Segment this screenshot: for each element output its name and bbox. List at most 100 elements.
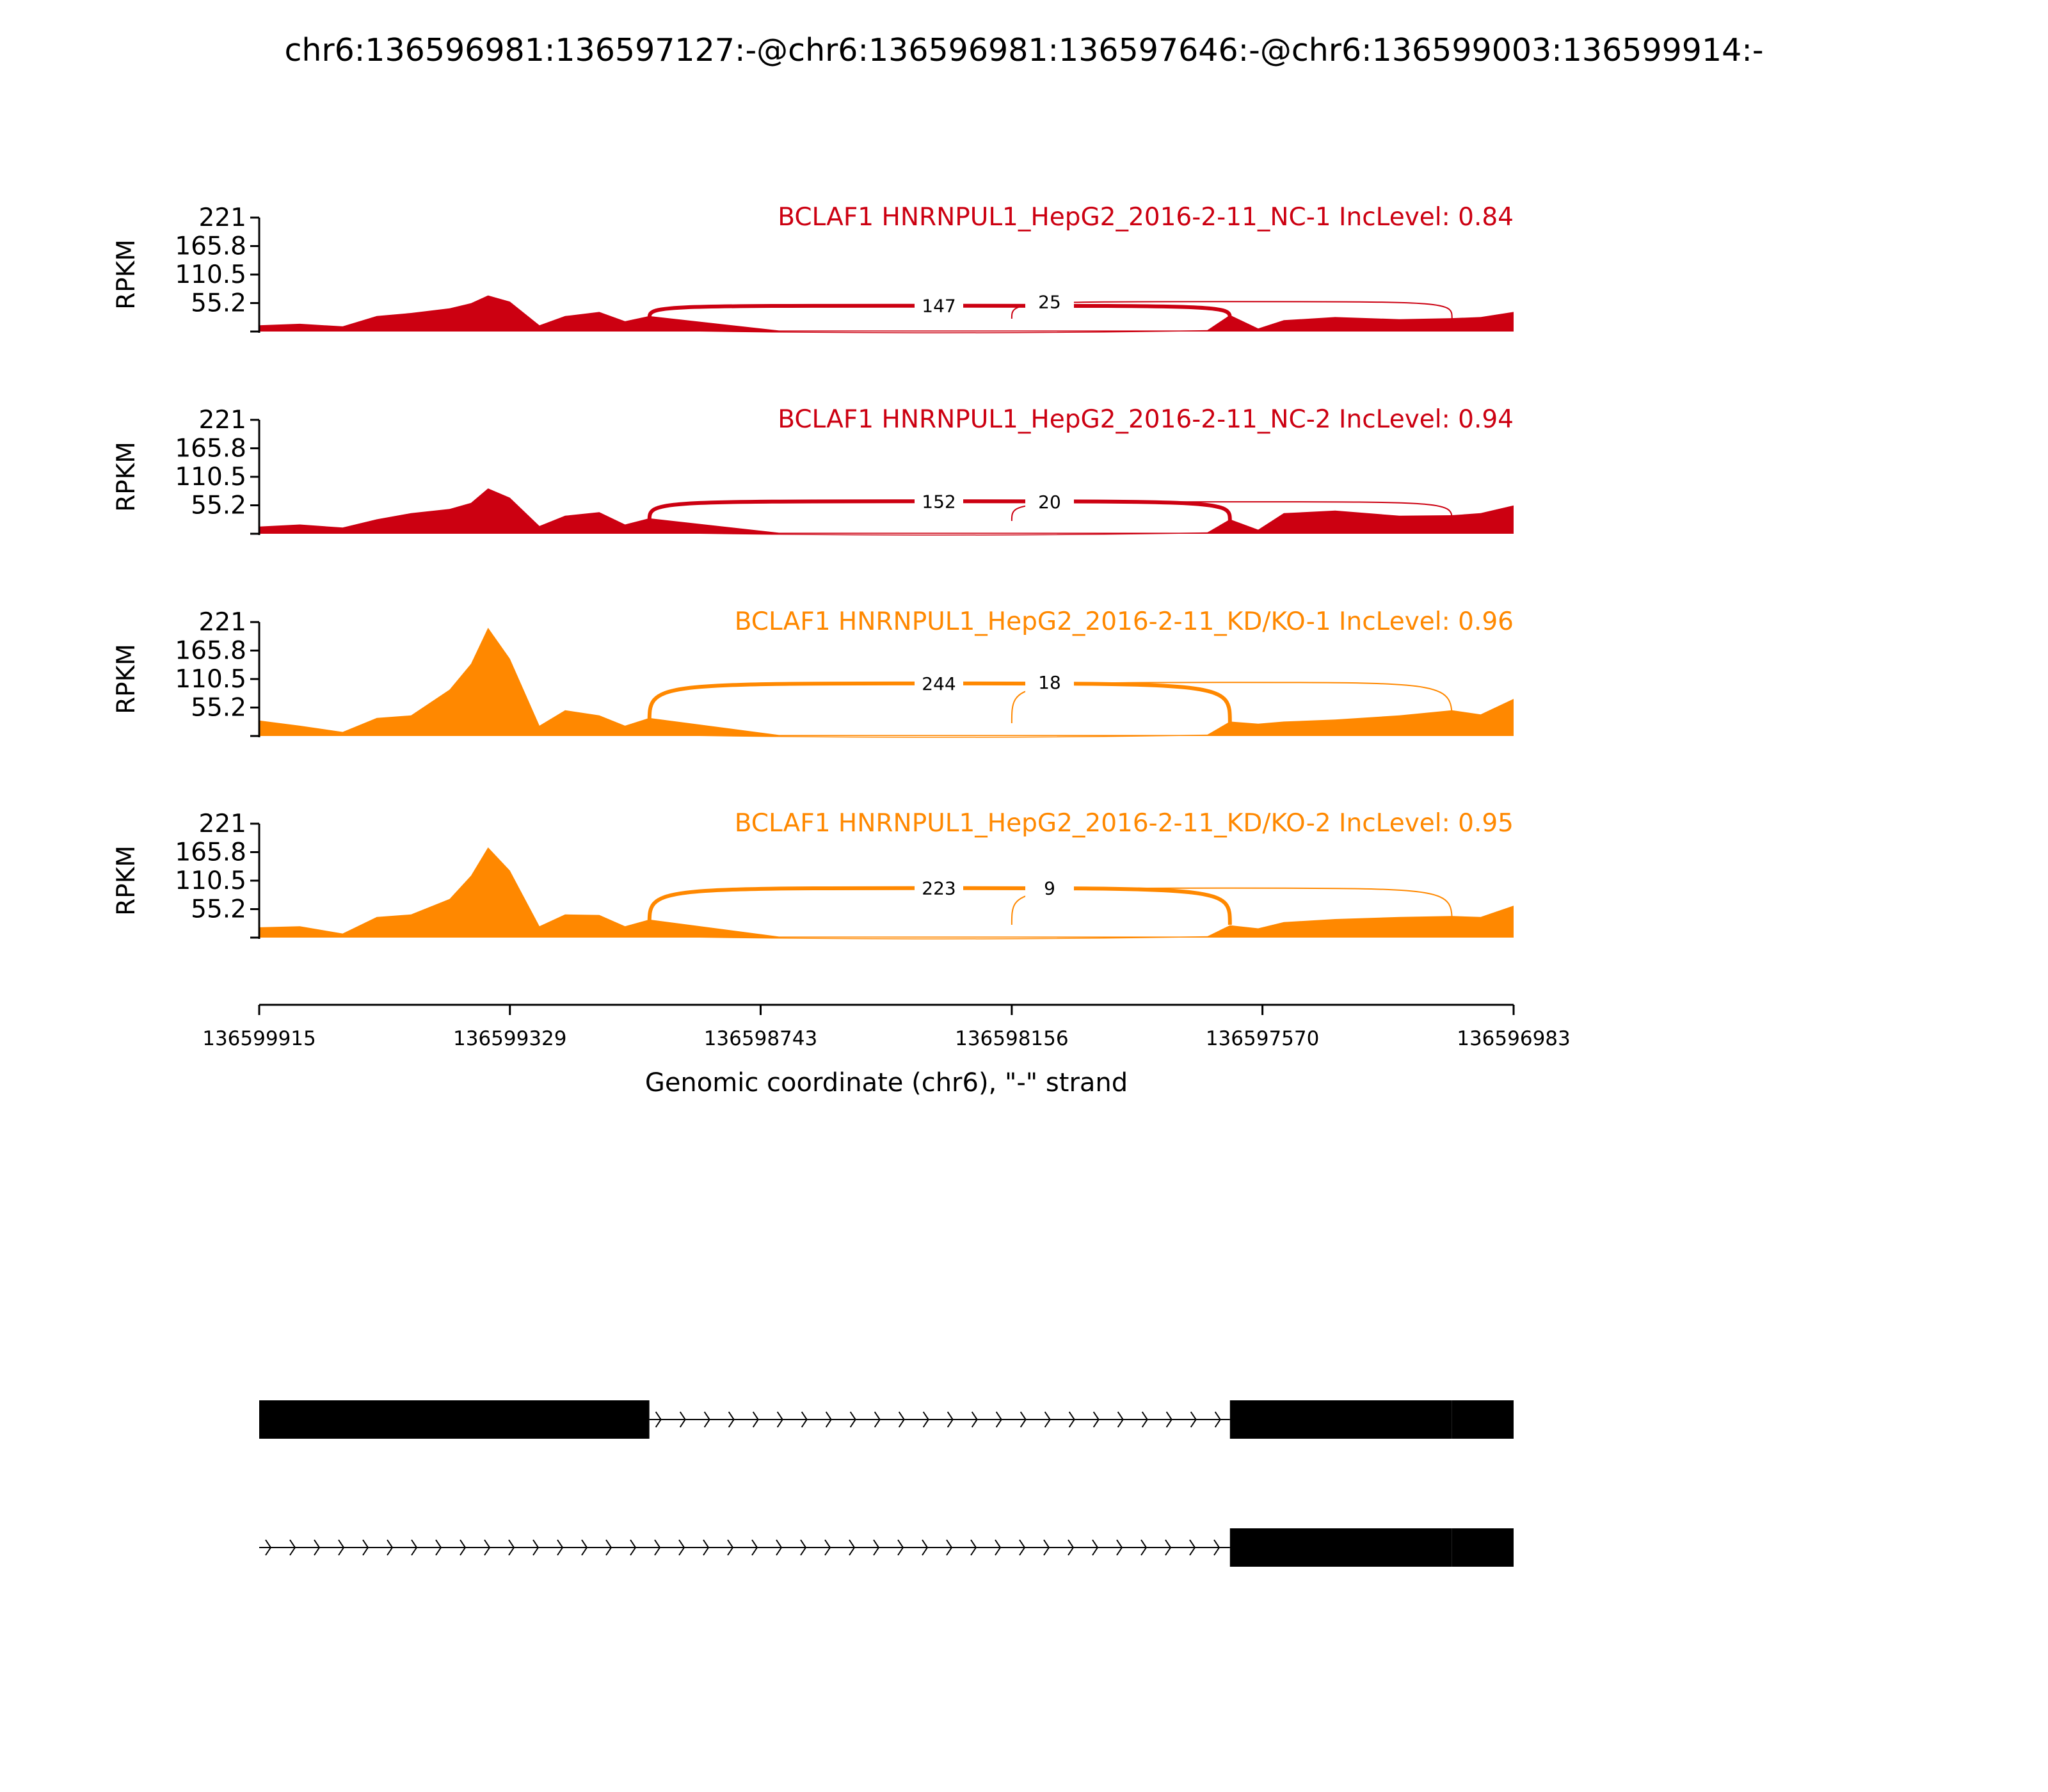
strand-arrow (532, 1539, 540, 1556)
y-tick-label: 55.2 (191, 492, 246, 520)
x-tick-label: 136597570 (1206, 1027, 1320, 1050)
coverage-area (259, 488, 1514, 534)
strand-arrow (1043, 1539, 1050, 1556)
y-tick-label: 165.8 (175, 232, 246, 260)
strand-arrow (995, 1411, 1002, 1428)
strand-arrow (995, 1539, 1002, 1556)
figure-title: chr6:136596981:136597127:-@chr6:13659698… (284, 32, 1763, 68)
strand-arrow (338, 1539, 345, 1556)
junction-count-label: 152 (922, 491, 956, 512)
strand-arrow (1189, 1539, 1196, 1556)
junction-label-bg (1025, 879, 1074, 901)
x-tick-label: 136598156 (955, 1027, 1069, 1050)
strand-arrow (460, 1539, 467, 1556)
strand-arrow (265, 1539, 272, 1556)
strand-arrow (484, 1539, 491, 1556)
x-tick-label: 136599329 (453, 1027, 567, 1050)
strand-arrow (1140, 1539, 1148, 1556)
strand-arrow (1117, 1411, 1124, 1428)
y-tick-label: 221 (199, 810, 246, 838)
strand-arrow (800, 1539, 807, 1556)
strand-arrow (289, 1539, 296, 1556)
strand-arrow (874, 1411, 881, 1428)
y-tick-label: 110.5 (175, 665, 246, 694)
strand-arrow (776, 1411, 783, 1428)
exon-block (1229, 1528, 1452, 1567)
strand-arrow (1165, 1411, 1172, 1428)
y-tick-label: 110.5 (175, 867, 246, 895)
strand-arrow (898, 1411, 905, 1428)
strand-arrow (1092, 1539, 1099, 1556)
y-tick-label: 110.5 (175, 260, 246, 289)
coverage-area (259, 847, 1514, 938)
strand-arrow (703, 1411, 710, 1428)
strand-arrow (801, 1411, 808, 1428)
strand-arrow (727, 1539, 734, 1556)
y-tick-label: 55.2 (191, 289, 246, 318)
junction-label-bg (1025, 673, 1074, 696)
y-tick-label: 165.8 (175, 636, 246, 665)
y-tick-label: 165.8 (175, 838, 246, 867)
strand-arrow (971, 1411, 978, 1428)
strand-arrow (1068, 1539, 1075, 1556)
y-tick-label: 165.8 (175, 434, 246, 463)
strand-arrow (655, 1411, 662, 1428)
junction-count-label: 25 (1038, 291, 1061, 312)
junction-arc (1011, 501, 1453, 522)
x-axis: 136599915 136599329 136598743 136598156 1365… (202, 1004, 1571, 1050)
exon-block (1229, 1400, 1452, 1439)
panel-label: BCLAF1 HNRNPUL1_HepG2_2016-2-11_KD/KO-2 … (735, 809, 1514, 838)
strand-arrow (776, 1539, 783, 1556)
x-tick-label: 136596983 (1457, 1027, 1571, 1050)
strand-arrow (1141, 1411, 1148, 1428)
y-axis-label: RPKM (112, 644, 141, 714)
exon-block (1452, 1400, 1514, 1439)
isoform-2 (259, 1528, 1514, 1567)
strand-arrow (849, 1539, 856, 1556)
y-tick-label: 221 (199, 406, 246, 435)
strand-arrow (947, 1411, 954, 1428)
strand-arrow (387, 1539, 394, 1556)
junction-label-bg (1025, 292, 1074, 315)
junction-label-bg (1025, 493, 1074, 515)
junction-label-bg (915, 879, 963, 901)
junction-arc-lower (649, 532, 1230, 536)
strand-arrow (435, 1539, 442, 1556)
junction-label-bg (915, 674, 963, 696)
panel-label: BCLAF1 HNRNPUL1_HepG2_2016-2-11_NC-2 Inc… (778, 405, 1514, 434)
strand-arrow (557, 1539, 564, 1556)
strand-arrow (751, 1539, 758, 1556)
x-tick-label: 136599915 (202, 1027, 316, 1050)
strand-arrow (1116, 1539, 1123, 1556)
y-tick-label: 55.2 (191, 895, 246, 924)
x-tick-label: 136598743 (704, 1027, 818, 1050)
strand-arrow (970, 1539, 977, 1556)
strand-arrow (314, 1539, 321, 1556)
junction-count-label: 20 (1038, 492, 1061, 513)
gene-structure-track (259, 1400, 1514, 1567)
coverage-area (259, 295, 1514, 332)
y-axis-label: RPKM (112, 442, 141, 512)
junction-count-label: 223 (922, 878, 956, 899)
junction-count-label: 9 (1044, 878, 1055, 899)
strand-arrow (922, 1411, 929, 1428)
y-axis-label: RPKM (112, 845, 141, 916)
panel-label: BCLAF1 HNRNPUL1_HepG2_2016-2-11_NC-1 Inc… (778, 203, 1514, 232)
strand-arrow (630, 1539, 637, 1556)
junction-label-bg (915, 492, 963, 515)
strand-arrow (1044, 1411, 1051, 1428)
strand-arrow (849, 1411, 856, 1428)
y-tick-label: 221 (199, 204, 246, 232)
strand-arrow (411, 1539, 418, 1556)
strand-arrow (678, 1539, 685, 1556)
junction-arc (1011, 887, 1453, 925)
strand-arrow (679, 1411, 686, 1428)
exon-block (259, 1400, 650, 1439)
strand-arrow (1214, 1411, 1221, 1428)
junction-arc-lower (649, 734, 1230, 738)
strand-arrow (922, 1539, 929, 1556)
